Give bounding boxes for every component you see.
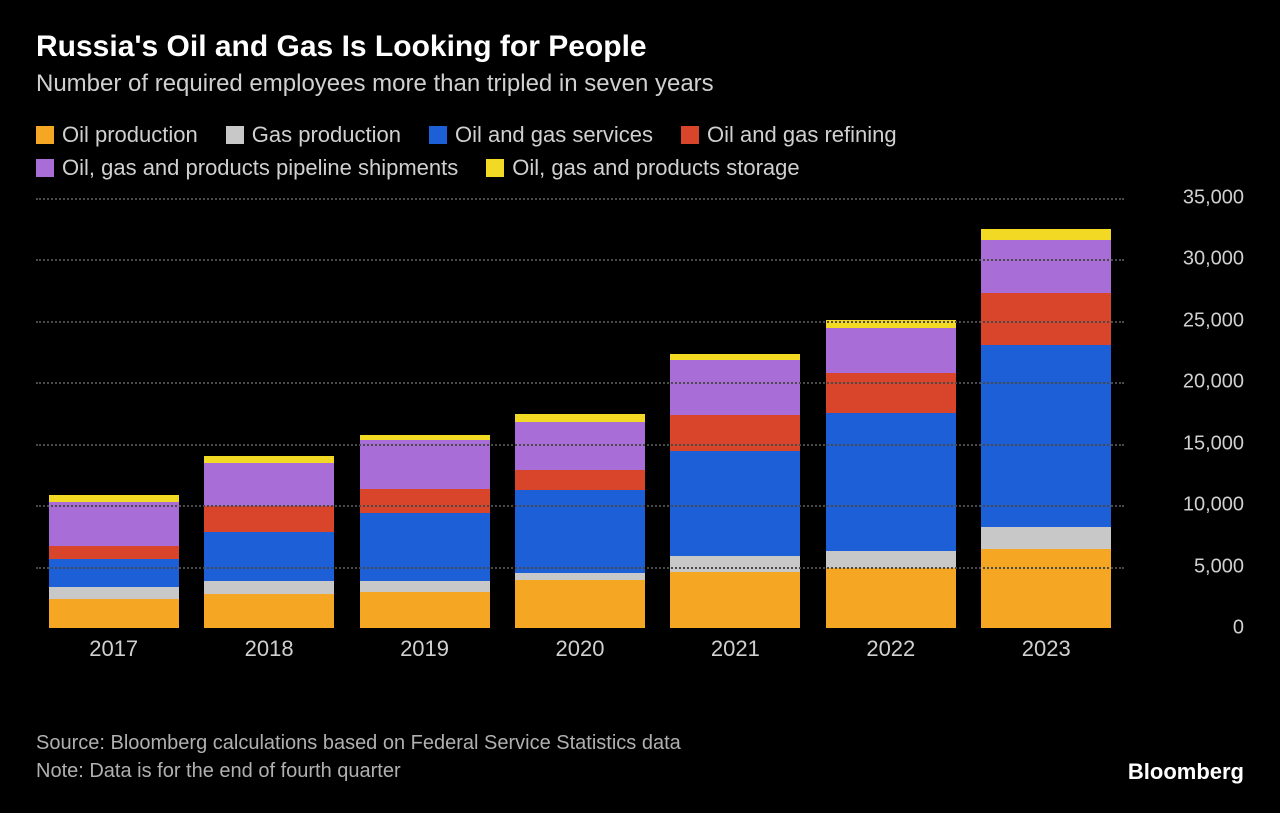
y-tick-label: 5,000 xyxy=(1144,555,1244,578)
segment-oil_prod xyxy=(670,572,800,629)
chart-container: Russia's Oil and Gas Is Looking for Peop… xyxy=(0,0,1280,813)
plot-area: 05,00010,00015,00020,00025,00030,00035,0… xyxy=(36,198,1244,668)
grid-line xyxy=(36,382,1124,384)
x-tick-label: 2021 xyxy=(670,628,800,668)
chart-title: Russia's Oil and Gas Is Looking for Peop… xyxy=(36,30,1244,64)
segment-pipeline xyxy=(49,502,179,546)
segment-refining xyxy=(670,415,800,451)
segment-oil_prod xyxy=(49,599,179,628)
segment-oil_prod xyxy=(981,549,1111,628)
segment-refining xyxy=(49,546,179,560)
y-tick-label: 15,000 xyxy=(1144,432,1244,455)
legend-swatch xyxy=(429,126,447,144)
legend-swatch xyxy=(486,159,504,177)
y-tick-label: 35,000 xyxy=(1144,187,1244,210)
segment-pipeline xyxy=(204,463,334,506)
bar-2020 xyxy=(515,414,645,628)
segment-services xyxy=(204,532,334,581)
x-tick-label: 2017 xyxy=(49,628,179,668)
y-tick-label: 0 xyxy=(1144,617,1244,640)
legend-swatch xyxy=(36,126,54,144)
legend-label: Oil and gas services xyxy=(455,118,653,151)
legend-swatch xyxy=(36,159,54,177)
segment-services xyxy=(515,490,645,572)
x-tick-label: 2023 xyxy=(981,628,1111,668)
legend-item-storage: Oil, gas and products storage xyxy=(486,151,799,184)
y-axis: 05,00010,00015,00020,00025,00030,00035,0… xyxy=(1134,198,1244,628)
legend-label: Oil, gas and products pipeline shipments xyxy=(62,151,458,184)
segment-refining xyxy=(826,373,956,414)
segment-storage xyxy=(515,414,645,421)
segment-pipeline xyxy=(360,440,490,489)
bar-2021 xyxy=(670,354,800,628)
segment-services xyxy=(49,559,179,587)
source-block: Source: Bloomberg calculations based on … xyxy=(36,729,681,785)
segment-gas_prod xyxy=(826,551,956,568)
legend: Oil production Gas production Oil and gas … xyxy=(36,118,1244,184)
segment-refining xyxy=(981,293,1111,346)
bar-2018 xyxy=(204,456,334,628)
segment-pipeline xyxy=(826,328,956,372)
segment-services xyxy=(981,345,1111,527)
segment-gas_prod xyxy=(981,527,1111,549)
plot xyxy=(36,198,1124,628)
legend-row: Oil production Gas production Oil and gas … xyxy=(36,118,1244,151)
legend-swatch xyxy=(226,126,244,144)
segment-storage xyxy=(981,229,1111,240)
legend-item-oil_prod: Oil production xyxy=(36,118,198,151)
grid-line xyxy=(36,259,1124,261)
segment-services xyxy=(826,413,956,551)
segment-gas_prod xyxy=(204,581,334,593)
segment-oil_prod xyxy=(826,568,956,628)
bar-2022 xyxy=(826,320,956,628)
brand-label: Bloomberg xyxy=(1128,759,1244,785)
x-tick-label: 2022 xyxy=(826,628,956,668)
segment-refining xyxy=(204,506,334,532)
x-tick-label: 2020 xyxy=(515,628,645,668)
bar-2019 xyxy=(360,435,490,628)
grid-line xyxy=(36,505,1124,507)
segment-refining xyxy=(515,470,645,491)
legend-swatch xyxy=(681,126,699,144)
segment-gas_prod xyxy=(515,573,645,580)
legend-label: Oil and gas refining xyxy=(707,118,897,151)
y-tick-label: 25,000 xyxy=(1144,309,1244,332)
grid-line xyxy=(36,321,1124,323)
segment-gas_prod xyxy=(670,556,800,572)
segment-pipeline xyxy=(670,360,800,415)
footer: Source: Bloomberg calculations based on … xyxy=(36,729,1244,785)
x-tick-label: 2019 xyxy=(360,628,490,668)
y-tick-label: 10,000 xyxy=(1144,494,1244,517)
source-line: Source: Bloomberg calculations based on … xyxy=(36,729,681,757)
bars-group xyxy=(36,198,1124,628)
segment-oil_prod xyxy=(204,594,334,628)
segment-services xyxy=(670,451,800,555)
legend-item-services: Oil and gas services xyxy=(429,118,653,151)
legend-label: Oil, gas and products storage xyxy=(512,151,799,184)
y-tick-label: 20,000 xyxy=(1144,371,1244,394)
x-axis: 2017 2018 2019 2020 2021 2022 2023 xyxy=(36,628,1124,668)
note-line: Note: Data is for the end of fourth quar… xyxy=(36,757,681,785)
legend-row: Oil, gas and products pipeline shipments… xyxy=(36,151,1244,184)
segment-oil_prod xyxy=(515,580,645,628)
grid-line xyxy=(36,567,1124,569)
grid-line xyxy=(36,198,1124,200)
segment-gas_prod xyxy=(49,587,179,598)
legend-item-gas_prod: Gas production xyxy=(226,118,401,151)
segment-services xyxy=(360,513,490,582)
legend-label: Gas production xyxy=(252,118,401,151)
bar-2017 xyxy=(49,495,179,628)
segment-pipeline xyxy=(981,240,1111,293)
segment-oil_prod xyxy=(360,592,490,628)
legend-item-refining: Oil and gas refining xyxy=(681,118,897,151)
chart-subtitle: Number of required employees more than t… xyxy=(36,70,1244,98)
legend-label: Oil production xyxy=(62,118,198,151)
grid-line xyxy=(36,444,1124,446)
x-tick-label: 2018 xyxy=(204,628,334,668)
segment-storage xyxy=(204,456,334,463)
segment-refining xyxy=(360,489,490,512)
y-tick-label: 30,000 xyxy=(1144,248,1244,271)
segment-gas_prod xyxy=(360,581,490,592)
legend-item-pipeline: Oil, gas and products pipeline shipments xyxy=(36,151,458,184)
